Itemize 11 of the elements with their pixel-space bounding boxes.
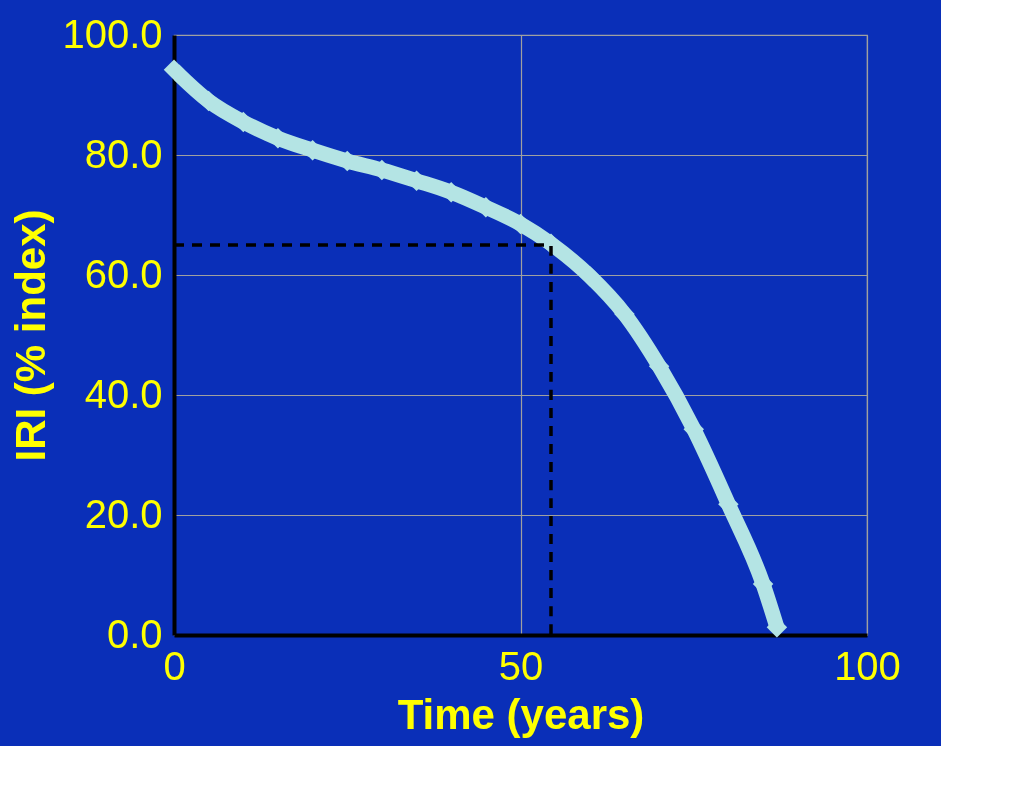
y-axis-title: IRI (% index) [7,209,55,462]
y-tick-label: 20.0 [84,491,163,536]
y-tick-label: 40.0 [84,371,163,416]
y-tick-label: 100.0 [62,11,163,56]
x-tick-label: 50 [498,643,544,688]
y-tick-label: 0.0 [106,611,163,656]
x-axis-title: Time (years) [397,690,645,738]
y-tick-label: 80.0 [84,131,163,176]
x-tick-label: 100 [834,643,901,688]
x-tick-label: 0 [163,643,186,688]
y-tick-label: 60.0 [84,251,163,296]
